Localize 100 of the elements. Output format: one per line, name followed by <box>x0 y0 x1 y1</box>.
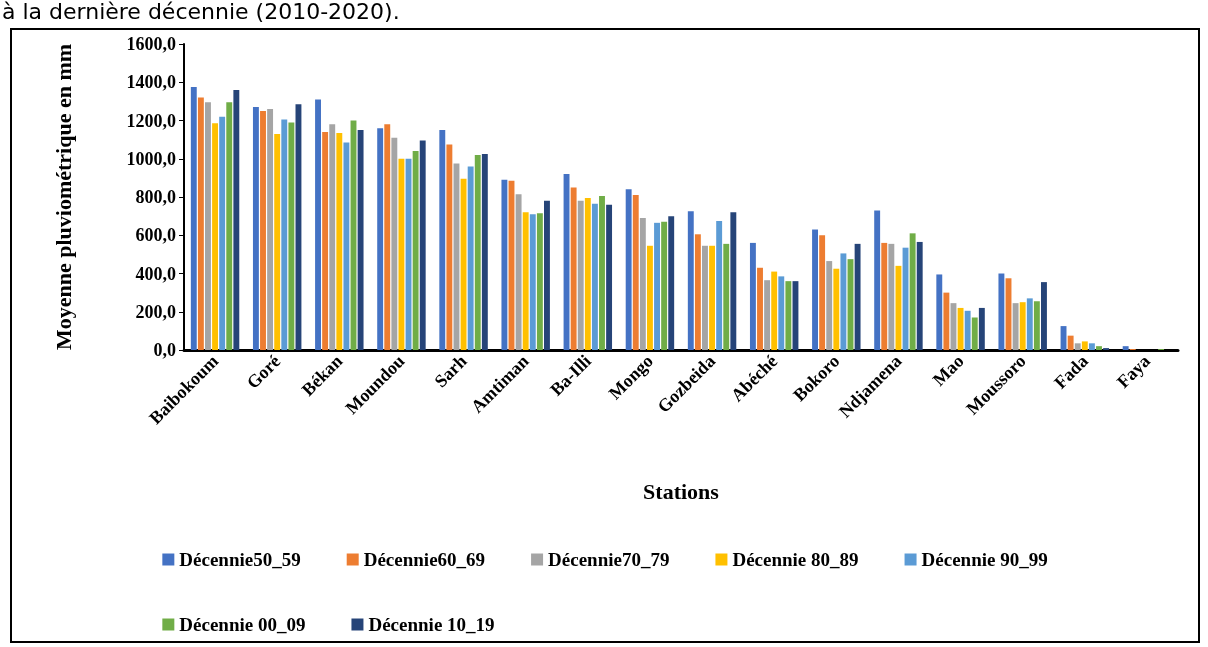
bar <box>639 218 646 350</box>
bar <box>833 268 840 350</box>
bar <box>419 140 426 350</box>
bar <box>584 197 591 350</box>
bar <box>329 124 336 350</box>
bar <box>474 154 481 350</box>
y-tick-label: 1600,0 <box>126 34 176 54</box>
bar <box>1026 298 1033 350</box>
legend-label: Décennie70_79 <box>548 549 670 570</box>
bar <box>343 142 350 350</box>
x-tick-label: Sarh <box>430 350 471 392</box>
bar <box>233 89 240 350</box>
bar <box>1122 346 1129 350</box>
bar <box>764 280 771 350</box>
bar <box>881 242 888 350</box>
bar <box>826 261 833 350</box>
bar <box>219 116 226 350</box>
bar <box>1074 343 1081 350</box>
bar <box>778 276 785 350</box>
y-tick-label: 200,0 <box>135 301 176 322</box>
bar <box>377 128 384 350</box>
bar <box>625 189 632 350</box>
bar <box>854 243 861 350</box>
bar <box>909 233 916 350</box>
bar <box>336 132 343 350</box>
y-tick-label: 1400,0 <box>126 72 176 93</box>
legend-label: Décennie60_69 <box>363 549 486 570</box>
bar <box>874 210 881 350</box>
bar <box>536 213 543 350</box>
bar <box>998 273 1005 350</box>
bar <box>1067 335 1074 350</box>
bar <box>391 137 398 350</box>
bar <box>274 133 281 350</box>
bar <box>1019 302 1026 350</box>
bar <box>197 97 204 350</box>
x-tick-label: Mao <box>928 350 968 390</box>
bar <box>1081 341 1088 350</box>
bar <box>709 245 716 350</box>
bar <box>384 124 391 350</box>
legend-label: Décennie 80_89 <box>732 549 859 570</box>
bar <box>322 131 329 350</box>
bar <box>205 102 211 350</box>
bar <box>888 243 895 350</box>
legend-label: Décennie 90_99 <box>921 549 1048 570</box>
bar <box>252 107 259 350</box>
bar <box>226 102 233 350</box>
bar <box>654 222 660 350</box>
bar <box>599 196 605 350</box>
y-tick-label: 1000,0 <box>126 148 176 169</box>
bar <box>467 166 474 350</box>
bar <box>570 187 577 350</box>
bar <box>632 195 639 350</box>
legend-label: Décennie50_59 <box>179 549 301 570</box>
bar <box>212 123 219 350</box>
bar <box>916 241 923 350</box>
legend-label: Décennie 00_09 <box>179 614 306 635</box>
bar <box>687 211 694 350</box>
y-tick-label: 600,0 <box>135 225 176 246</box>
bar <box>515 194 522 350</box>
legend-label: Décennie 10_19 <box>368 614 495 635</box>
bar <box>446 144 453 350</box>
bar <box>964 310 971 350</box>
bar <box>936 274 943 350</box>
text: à la dernière décennie (2010-2020). <box>2 0 400 24</box>
bar <box>716 220 723 350</box>
bar <box>812 229 818 350</box>
y-axis-title: Moyenne pluviométrique en mm <box>50 43 76 351</box>
bar <box>439 130 446 350</box>
bar <box>544 200 550 350</box>
bar <box>315 99 321 350</box>
bar <box>481 153 488 350</box>
bar <box>840 253 847 350</box>
bar <box>577 200 584 350</box>
bar <box>398 158 405 350</box>
bar <box>943 292 950 350</box>
bar <box>771 271 778 350</box>
bar <box>529 214 536 350</box>
bar <box>702 245 708 350</box>
bar <box>668 216 675 350</box>
bar <box>267 109 274 350</box>
bar <box>661 221 668 350</box>
bar <box>522 212 529 350</box>
bar <box>785 281 792 350</box>
bar <box>591 203 598 350</box>
bar <box>1033 301 1040 350</box>
bar <box>895 265 902 350</box>
y-tick-label: 0,0 <box>153 340 176 360</box>
bar <box>819 235 826 350</box>
bar <box>501 179 508 350</box>
x-axis-title: Stations <box>643 478 720 504</box>
y-tick-label: 1200,0 <box>126 110 176 131</box>
bar <box>357 130 364 350</box>
bar <box>730 212 737 350</box>
bar <box>1012 303 1019 350</box>
bar <box>723 243 730 350</box>
bar <box>646 245 653 350</box>
bar <box>1088 343 1095 350</box>
bar <box>757 267 763 350</box>
bar <box>260 110 266 350</box>
bar <box>412 151 419 350</box>
